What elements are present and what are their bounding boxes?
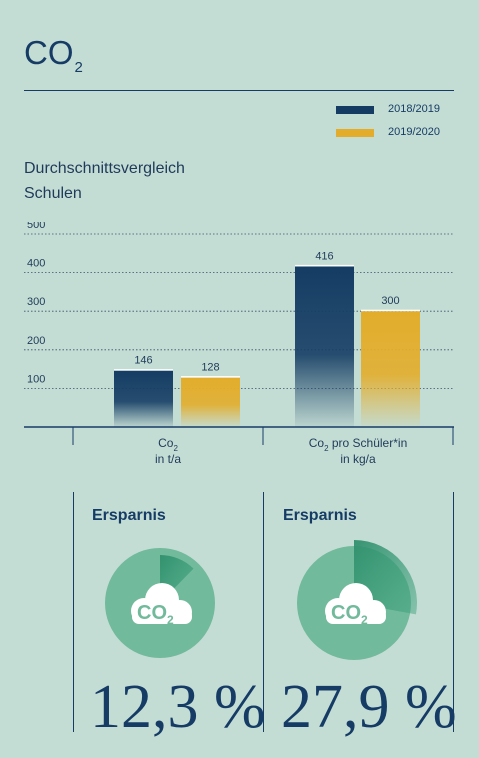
- legend-label: 2019/2020: [388, 126, 440, 138]
- bar-value-label: 300: [381, 295, 399, 307]
- title-divider: [24, 90, 454, 91]
- bar: [361, 311, 420, 427]
- legend-label: 2018/2019: [388, 103, 440, 115]
- savings-percent-2: 27,9 %: [281, 673, 457, 741]
- title-main: CO: [24, 34, 74, 71]
- page-title: CO2: [24, 34, 83, 76]
- savings-label-1: Ersparnis: [92, 507, 166, 524]
- bar-top-highlight: [295, 264, 354, 267]
- panel-divider-left: [73, 492, 74, 732]
- bar-top-highlight: [114, 369, 173, 371]
- chart-subtitle: Durchschnittsvergleich Schulen: [24, 156, 185, 206]
- legend-swatch-navy: [336, 106, 374, 114]
- bar: [114, 370, 173, 427]
- bar: [295, 266, 354, 427]
- subtitle-line-2: Schulen: [24, 185, 82, 202]
- x-category-unit: in t/a: [155, 452, 181, 466]
- legend-item-2019: 2019/2020: [336, 126, 466, 140]
- title-subscript: 2: [74, 59, 83, 76]
- bar-value-label: 128: [201, 362, 219, 374]
- co2-cloud-icon: CO2: [131, 583, 192, 627]
- x-category-unit: in kg/a: [340, 452, 376, 466]
- co2-cloud-icon: CO2: [325, 583, 386, 627]
- panel-divider-middle: [263, 492, 264, 732]
- panel-divider-right: [453, 492, 454, 732]
- legend-swatch-gold: [336, 129, 374, 137]
- y-tick-label: 200: [27, 335, 45, 347]
- savings-gauge-2: CO2: [297, 540, 417, 660]
- bar-value-label: 416: [315, 250, 333, 262]
- x-category-label: Co2: [158, 436, 178, 453]
- y-tick-label: 300: [27, 296, 45, 308]
- savings-gauge-1: CO2: [105, 548, 215, 658]
- y-tick-label: 400: [27, 258, 45, 270]
- bar-top-highlight: [361, 309, 420, 312]
- co2-icon-text: CO2: [331, 602, 368, 627]
- y-tick-label: 100: [27, 373, 45, 385]
- x-category-label: Co2 pro Schüler*in: [309, 436, 408, 453]
- savings-label-2: Ersparnis: [283, 507, 357, 524]
- bar-top-highlight: [181, 376, 240, 378]
- subtitle-line-1: Durchschnittsvergleich: [24, 160, 185, 177]
- bar: [181, 377, 240, 427]
- legend-item-2018: 2018/2019: [336, 103, 466, 117]
- savings-percent-1: 12,3 %: [90, 673, 266, 741]
- y-tick-label: 500: [27, 222, 45, 231]
- co2-icon-text: CO2: [137, 602, 174, 627]
- bar-value-label: 146: [134, 355, 152, 367]
